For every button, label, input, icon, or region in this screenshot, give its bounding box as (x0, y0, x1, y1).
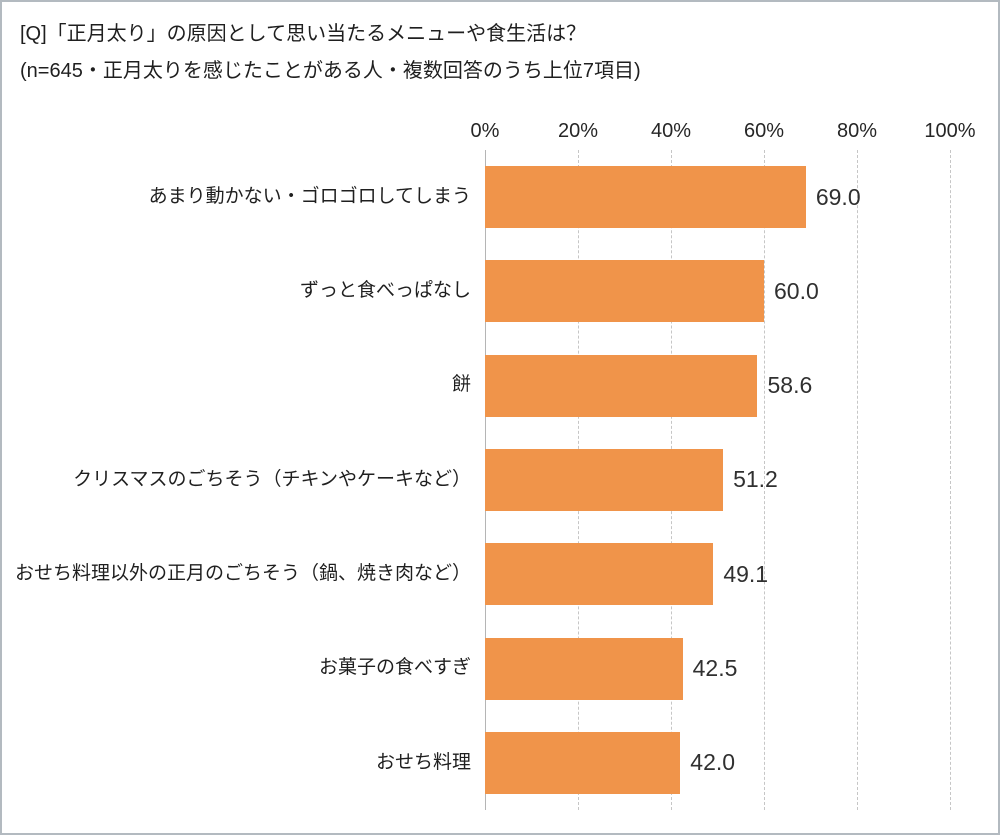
bar-track: 51.2 (485, 433, 950, 527)
bar-track: 60.0 (485, 244, 950, 338)
bar-track: 42.0 (485, 716, 950, 810)
x-tick-label: 0% (470, 120, 500, 142)
category-label: おせち料理以外の正月のごちそう（鍋、焼き肉など） (14, 563, 471, 585)
bar (485, 166, 806, 229)
bar-value-label: 51.2 (733, 466, 778, 493)
bar (485, 354, 758, 417)
bar (485, 543, 714, 606)
x-tick-label: 20% (557, 120, 599, 142)
bar-value-label: 49.1 (723, 560, 769, 587)
x-tick-label: 60% (743, 120, 785, 142)
category-label: あまり動かない・ゴロゴロしてしまう (148, 185, 471, 207)
bar-row: ずっと食べっぱなし 60.0 (2, 244, 998, 338)
bar (485, 731, 681, 794)
category-label: ずっと食べっぱなし (299, 280, 471, 302)
bar-value-label: 58.6 (767, 372, 813, 399)
bar-value-label: 60.0 (774, 277, 819, 304)
category-label: おせち料理 (375, 751, 471, 773)
gridline (764, 150, 765, 810)
x-tick-label: 80% (836, 120, 878, 142)
bar-row: おせち料理 42.0 (2, 716, 998, 810)
x-tick-label: 100% (924, 120, 976, 142)
bar-row: お菓子の食べすぎ 42.5 (2, 621, 998, 715)
bar-row: 餅 58.6 (2, 339, 998, 433)
bar-row: あまり動かない・ゴロゴロしてしまう 69.0 (2, 150, 998, 244)
category-label: 餅 (451, 374, 471, 396)
bar (485, 448, 724, 511)
gridline (857, 150, 858, 810)
bar (485, 260, 764, 323)
category-label: お菓子の食べすぎ (318, 657, 471, 679)
x-axis-labels: 0% 20% 40% 60% 80% 100% (471, 120, 976, 148)
bar-row: おせち料理以外の正月のごちそう（鍋、焼き肉など） 49.1 (2, 527, 998, 621)
bar-track: 49.1 (485, 527, 950, 621)
chart-title: [Q]「正月太り」の原因として思い当たるメニューや食生活は？ (n=645・正月… (20, 16, 980, 90)
gridline (950, 150, 951, 810)
bar-track: 69.0 (485, 150, 950, 244)
bar-rows: あまり動かない・ゴロゴロしてしまう 69.0 ずっと食べっぱなし 60.0 餅 58.6 ク… (2, 150, 998, 810)
x-tick-label: 40% (650, 120, 692, 142)
bar (485, 637, 683, 700)
bar-value-label: 42.5 (692, 655, 738, 682)
bar-track: 42.5 (485, 621, 950, 715)
category-label: クリスマスのごちそう（チキンやケーキなど） (73, 468, 471, 490)
bar-value-label: 69.0 (815, 183, 861, 210)
chart-title-line2: (n=645・正月太りを感じたことがある人・複数回答のうち上位7項目) (20, 60, 641, 82)
chart-title-line1: [Q]「正月太り」の原因として思い当たるメニューや食生活は？ (20, 23, 587, 45)
bar-value-label: 42.0 (690, 749, 736, 776)
bar-row: クリスマスのごちそう（チキンやケーキなど） 51.2 (2, 433, 998, 527)
bar-track: 58.6 (485, 339, 950, 433)
